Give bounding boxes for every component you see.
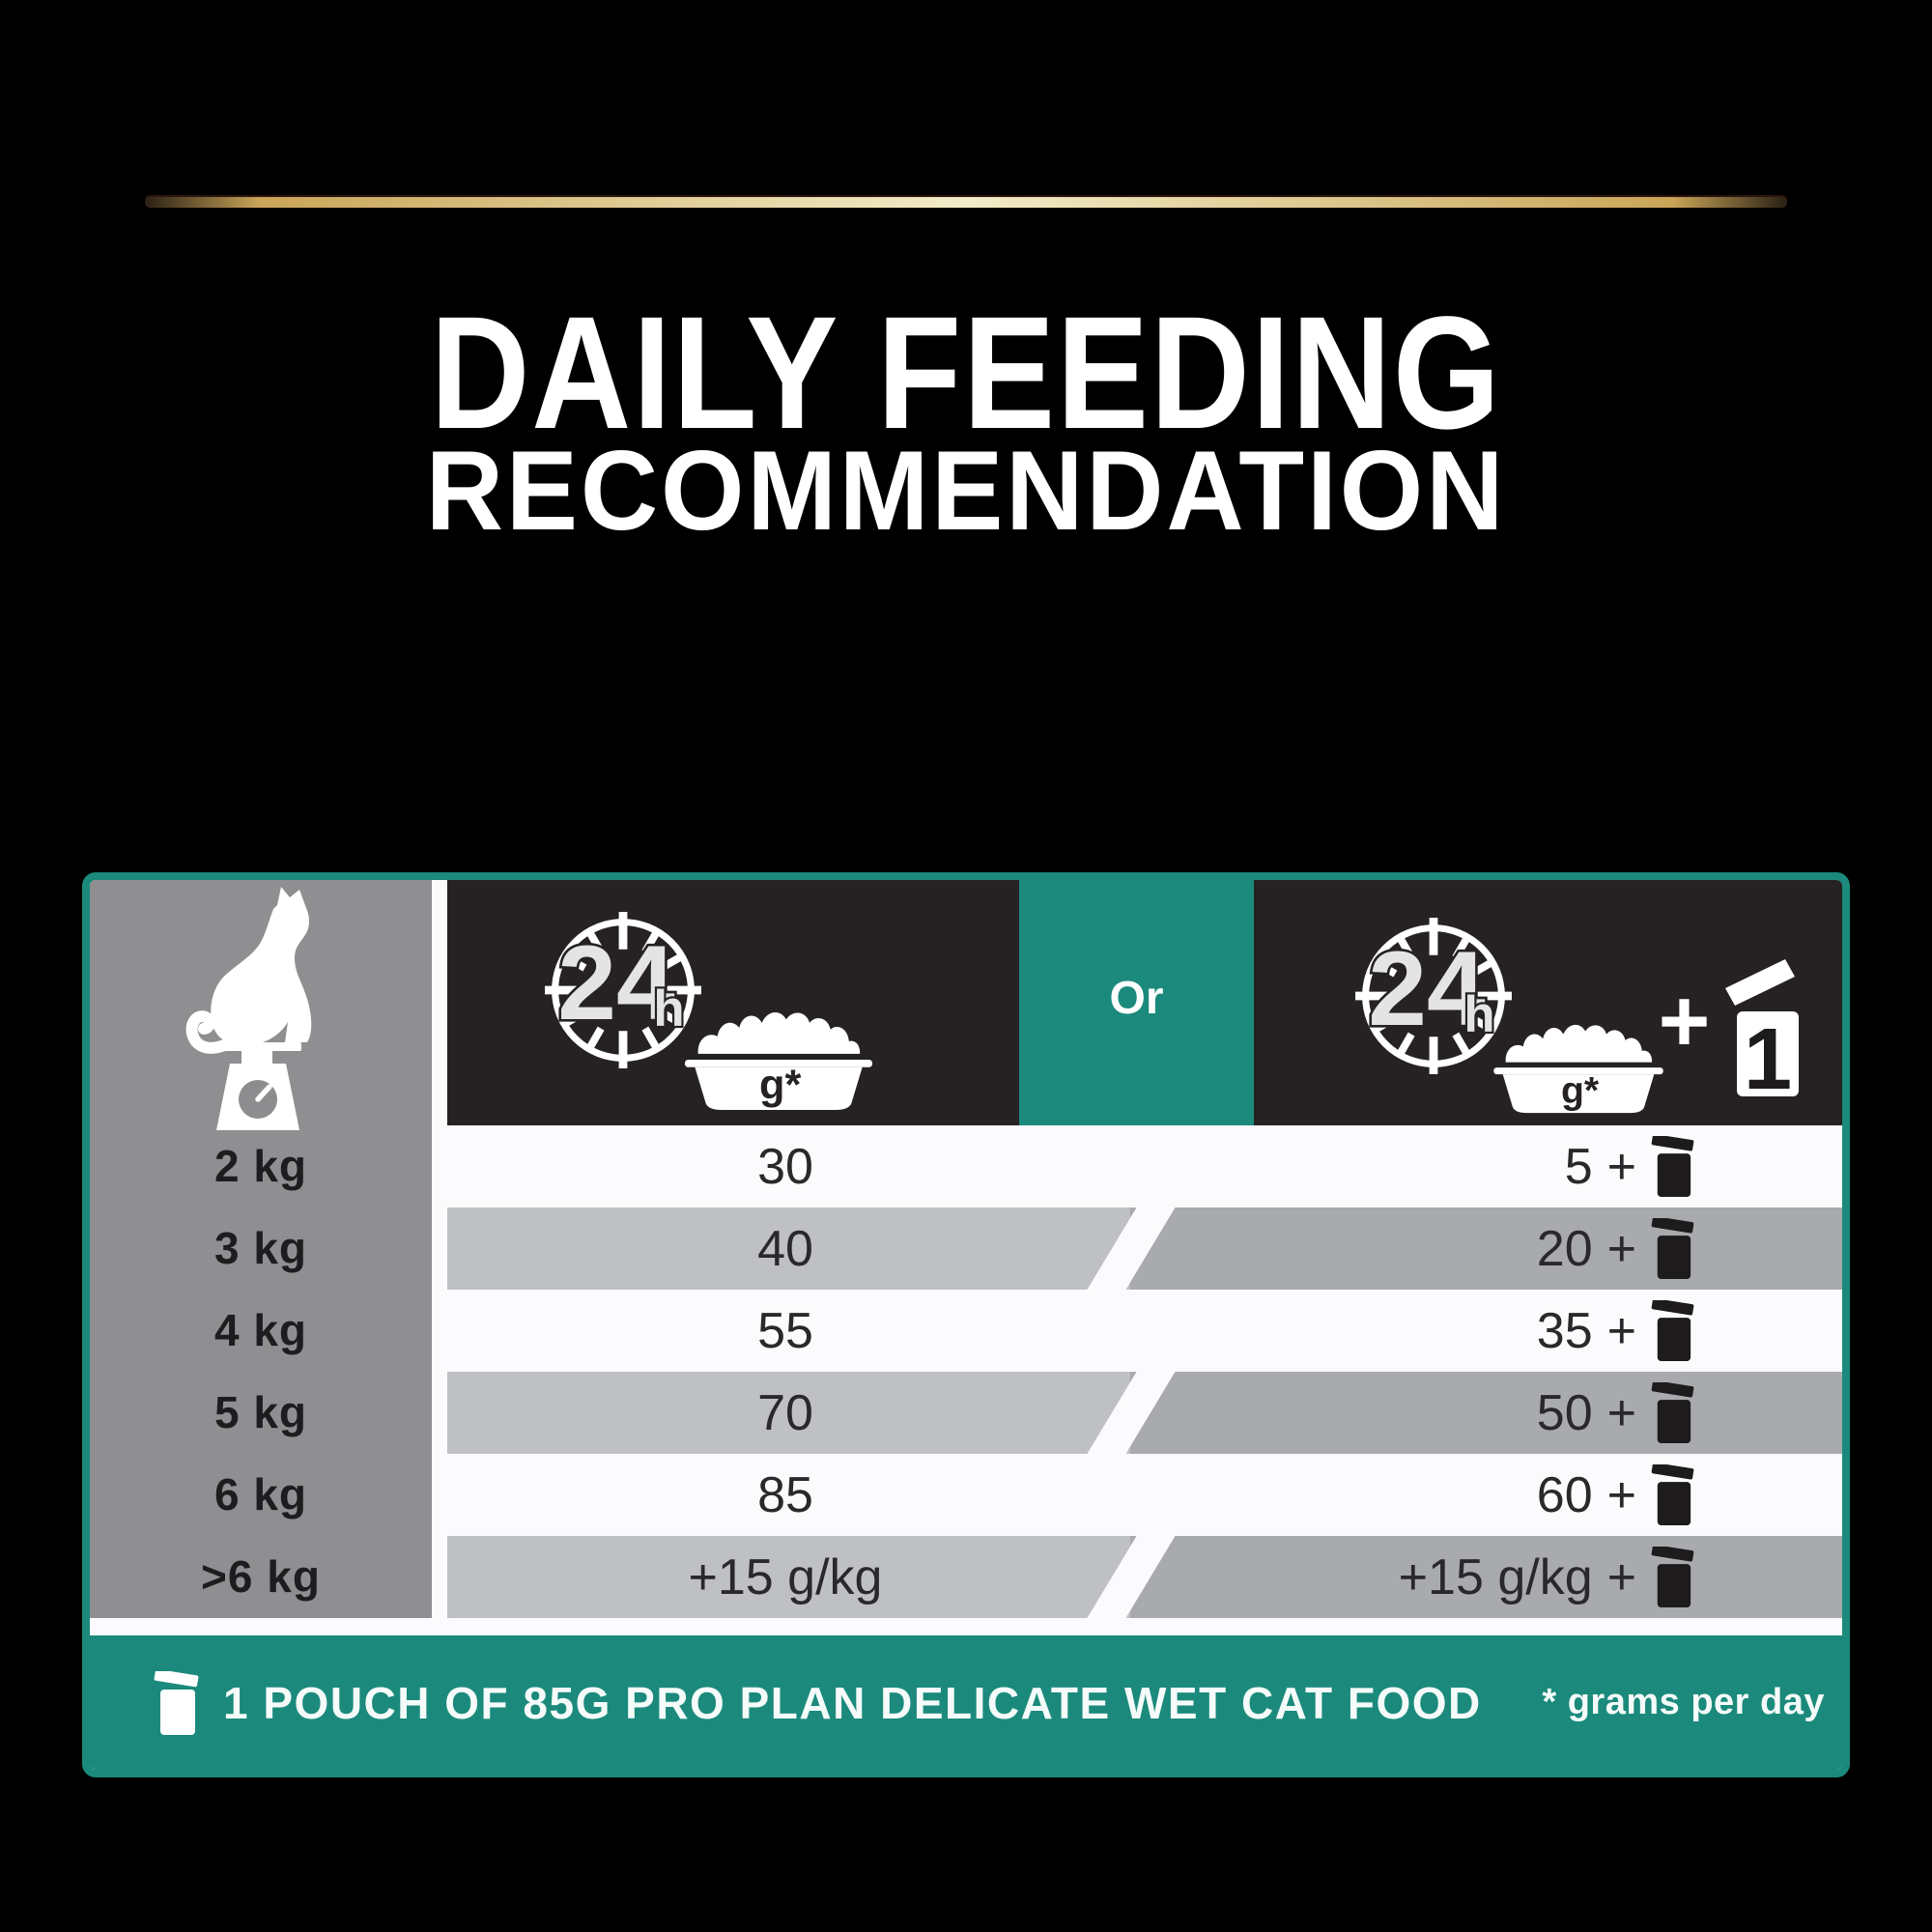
table-row: 30 5 + [447,1125,1842,1208]
table-row: 55 35 + [447,1290,1842,1372]
wet-amount-cell: 35 + [1123,1290,1842,1372]
dry-amount-cell: 55 [757,1302,813,1359]
weight-cell: 5 kg [213,1387,308,1437]
page-subtitle: RECOMMENDATION [425,427,1507,554]
wet-pouch-icon [1651,1218,1695,1279]
plus-sign: + [1606,1220,1636,1277]
wet-amount-cell: 60 + [1123,1454,1842,1536]
wet-pouch-icon [1651,1300,1695,1361]
footer-unit-note: * grams per day [1542,1682,1825,1722]
header-or: Or [1019,880,1254,1125]
feeding-table: Or + 1 2 kg 30 5 +3 kg 40 20 +4 kg 55 35 +5 kg 70 5… [82,872,1850,1777]
wet-amount-value: 50 [1536,1384,1593,1441]
footer-pouch-note: 1 POUCH OF 85G PRO PLAN DELICATE WET CAT… [223,1677,1482,1728]
weight-cell: 4 kg [213,1305,308,1355]
table-row: 85 60 + [447,1454,1842,1536]
table-footer: 1 POUCH OF 85G PRO PLAN DELICATE WET CAT… [90,1635,1842,1770]
wet-pouch-icon [1651,1547,1695,1607]
plus-sign: + [1606,1384,1636,1441]
wet-amount-value: 5 [1564,1138,1593,1195]
dry-amount-cell: 30 [757,1138,813,1195]
dry-food-bowl-icon [678,1002,879,1111]
wet-pouch-icon: 1 [1725,959,1799,1101]
weight-cell: 6 kg [213,1469,308,1520]
weight-cell: 2 kg [213,1141,308,1191]
table-row: 70 50 + [447,1372,1842,1454]
plus-sign: + [1606,1466,1636,1523]
wet-amount-value: 20 [1536,1220,1593,1277]
pouch-count-label: 1 [1744,1011,1792,1101]
gold-divider [145,197,1787,208]
wet-amount-value: +15 g/kg [1398,1548,1593,1605]
plus-sign: + [1606,1548,1636,1605]
wet-amount-cell: 20 + [1123,1208,1842,1290]
dry-amount-cell: 85 [757,1466,813,1523]
cat-on-scale-icon [185,887,312,1130]
weight-cell: >6 kg [201,1551,321,1602]
wet-amount-cell: 50 + [1123,1372,1842,1454]
wet-pouch-icon [1651,1136,1695,1197]
weight-cell: 3 kg [213,1223,308,1273]
plus-sign: + [1658,972,1711,1070]
or-label: Or [1109,972,1164,1024]
wet-amount-value: 60 [1536,1466,1593,1523]
dry-amount-cell: +15 g/kg [688,1548,883,1605]
table-row: 40 20 + [447,1208,1842,1290]
wet-pouch-icon [154,1669,200,1737]
wet-amount-cell: +15 g/kg + [1123,1536,1842,1618]
table-row: +15 g/kg +15 g/kg + [447,1536,1842,1618]
plus-sign: + [1606,1302,1636,1359]
page-title: DAILY FEEDING [430,284,1502,463]
dry-food-bowl-icon [1488,1015,1669,1114]
wet-amount-cell: 5 + [1123,1125,1842,1208]
wet-amount-value: 35 [1536,1302,1593,1359]
plus-sign: + [1606,1138,1636,1195]
dry-amount-cell: 40 [757,1220,813,1277]
dry-amount-cell: 70 [757,1384,813,1441]
wet-pouch-icon [1651,1382,1695,1443]
wet-pouch-icon [1651,1464,1695,1525]
